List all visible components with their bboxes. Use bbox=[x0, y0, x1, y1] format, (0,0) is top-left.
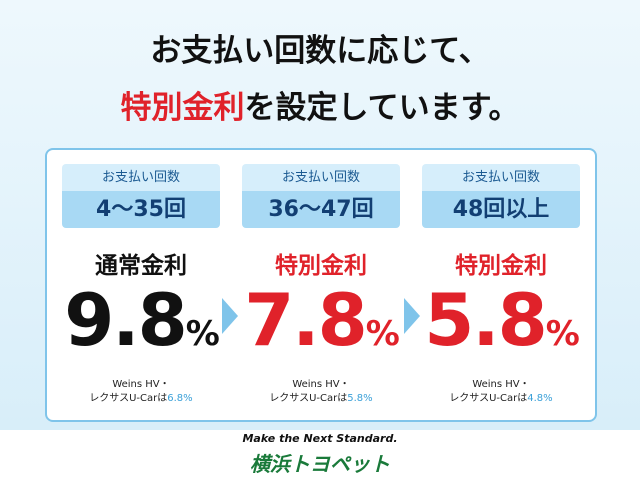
headline-line2: 特別金利を設定しています。 bbox=[0, 82, 640, 127]
rate-unit: % bbox=[185, 314, 220, 354]
note-line1: Weins HV・ bbox=[292, 379, 350, 390]
note-rate: 6.8% bbox=[167, 393, 193, 404]
plan-count: 4〜35回 bbox=[62, 191, 220, 228]
plan-count: 36〜47回 bbox=[242, 191, 400, 228]
tagline: Make the Next Standard. bbox=[242, 432, 398, 445]
note-line1: Weins HV・ bbox=[112, 379, 170, 390]
plan: お支払い回数 4〜35回通常金利 9.8% Weins HV・レクサスU-Carは6.… bbox=[62, 164, 220, 406]
note-line2: レクサスU-Carは5.8% bbox=[242, 392, 400, 406]
plan-tab: お支払い回数 36〜47回 bbox=[242, 164, 400, 228]
note-rate: 4.8% bbox=[527, 393, 553, 404]
rate-name: 通常金利 bbox=[95, 253, 187, 279]
plan-label: お支払い回数 bbox=[422, 164, 580, 191]
arrow bbox=[222, 298, 238, 334]
arrow bbox=[404, 298, 420, 334]
plan: お支払い回数 36〜47回特別金利 7.8% Weins HV・レクサスU-Carは5… bbox=[242, 164, 400, 406]
plan-count: 48回以上 bbox=[422, 191, 580, 228]
rate-name: 特別金利 bbox=[455, 253, 547, 279]
note-line2: レクサスU-Carは4.8% bbox=[422, 392, 580, 406]
note-rate: 5.8% bbox=[347, 393, 373, 404]
note: Weins HV・レクサスU-Carは5.8% bbox=[242, 378, 400, 406]
rate-value: 9.8 bbox=[64, 278, 188, 362]
plan-tab: お支払い回数 48回以上 bbox=[422, 164, 580, 228]
headline-line1: お支払い回数に応じて、 bbox=[150, 33, 490, 69]
rate-unit: % bbox=[365, 314, 400, 354]
rate-name: 特別金利 bbox=[275, 253, 367, 279]
brand: 横浜トヨペット bbox=[250, 452, 390, 476]
rate: 9.8% bbox=[62, 280, 220, 374]
plan-tab: お支払い回数 4〜35回 bbox=[62, 164, 220, 228]
headline-highlight: 特別金利 bbox=[120, 90, 245, 126]
rate-value: 5.8 bbox=[424, 278, 548, 362]
rate-value: 7.8 bbox=[244, 278, 368, 362]
plan-label: お支払い回数 bbox=[242, 164, 400, 191]
note-text: レクサスU-Carは bbox=[269, 393, 348, 404]
rate: 7.8% bbox=[242, 280, 400, 374]
note-text: レクサスU-Carは bbox=[89, 393, 168, 404]
headline-rest: を設定しています。 bbox=[244, 90, 520, 126]
note-text: レクサスU-Carは bbox=[449, 393, 528, 404]
note: Weins HV・レクサスU-Carは4.8% bbox=[422, 378, 580, 406]
plan-label: お支払い回数 bbox=[62, 164, 220, 191]
rate-unit: % bbox=[545, 314, 580, 354]
plan: お支払い回数 48回以上特別金利 5.8% Weins HV・レクサスU-Carは4.… bbox=[422, 164, 580, 406]
note-line2: レクサスU-Carは6.8% bbox=[62, 392, 220, 406]
rate: 5.8% bbox=[422, 280, 580, 374]
note: Weins HV・レクサスU-Carは6.8% bbox=[62, 378, 220, 406]
note-line1: Weins HV・ bbox=[472, 379, 530, 390]
